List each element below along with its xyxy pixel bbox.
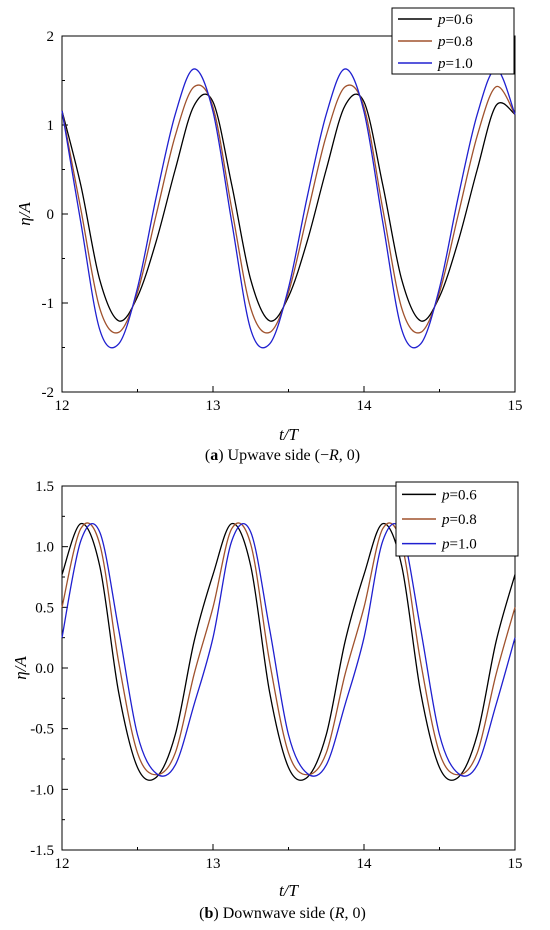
x-tick-label: 13	[206, 856, 221, 872]
figure-caption: (b) Downwave side (R, 0)	[199, 905, 366, 922]
x-axis-label: t/T	[279, 425, 299, 444]
plot-frame	[61, 35, 516, 393]
x-tick-label: 13	[206, 398, 221, 414]
figure-caption: (a) Upwave side (−R, 0)	[205, 447, 360, 464]
y-tick-label: -2	[42, 385, 55, 401]
y-axis-label: η/A	[15, 202, 34, 226]
legend-label: p=1.0	[437, 56, 473, 72]
series-line	[61, 523, 516, 777]
y-axis-label: η/A	[11, 656, 30, 680]
y-tick-label: 1.0	[35, 540, 54, 556]
chart-panel-b: 12 13 14 15 -1.5 -1.0 -0.5 0.0 0.5 1.0 1.5 t/T η/A p=…	[11, 479, 523, 922]
y-tick-label: 0.5	[35, 600, 54, 616]
y-tick-label: -1	[42, 296, 55, 312]
y-tick-label: 0	[47, 207, 55, 223]
x-tick-label: 15	[508, 398, 523, 414]
legend-label: p=0.8	[437, 34, 473, 50]
series-line	[61, 522, 516, 776]
legend-label: p=1.0	[441, 537, 477, 553]
y-tick-label: -0.5	[30, 722, 54, 738]
legend: p=0.6 p=0.8 p=1.0	[395, 481, 519, 557]
legend-label: p=0.8	[441, 512, 477, 528]
series-line	[61, 93, 516, 322]
chart-panel-a: 12 13 14 15-2-1012t/Tη/Ap=0.6p=0.8p=1.0(a) …	[15, 7, 523, 464]
y-tick-label: 1.5	[35, 479, 54, 495]
x-tick-label: 12	[55, 398, 70, 414]
y-tick-label: 2	[47, 29, 55, 45]
series-line	[61, 522, 516, 781]
x-tick-label: 14	[357, 856, 373, 872]
x-tick-label: 14	[357, 398, 373, 414]
x-tick-label: 12	[55, 856, 70, 872]
x-tick-label: 15	[508, 856, 523, 872]
legend-label: p=0.6	[437, 12, 473, 28]
legend-label: p=0.6	[441, 487, 477, 503]
y-tick-label: -1.0	[30, 782, 54, 798]
y-tick-label: -1.5	[30, 843, 54, 859]
y-tick-label: 1	[47, 118, 55, 134]
series-line	[61, 84, 516, 334]
x-axis-label: t/T	[279, 881, 299, 900]
legend: p=0.6 p=0.8 p=1.0	[391, 7, 515, 75]
y-tick-label: 0.0	[35, 661, 54, 677]
series-line	[61, 68, 516, 349]
